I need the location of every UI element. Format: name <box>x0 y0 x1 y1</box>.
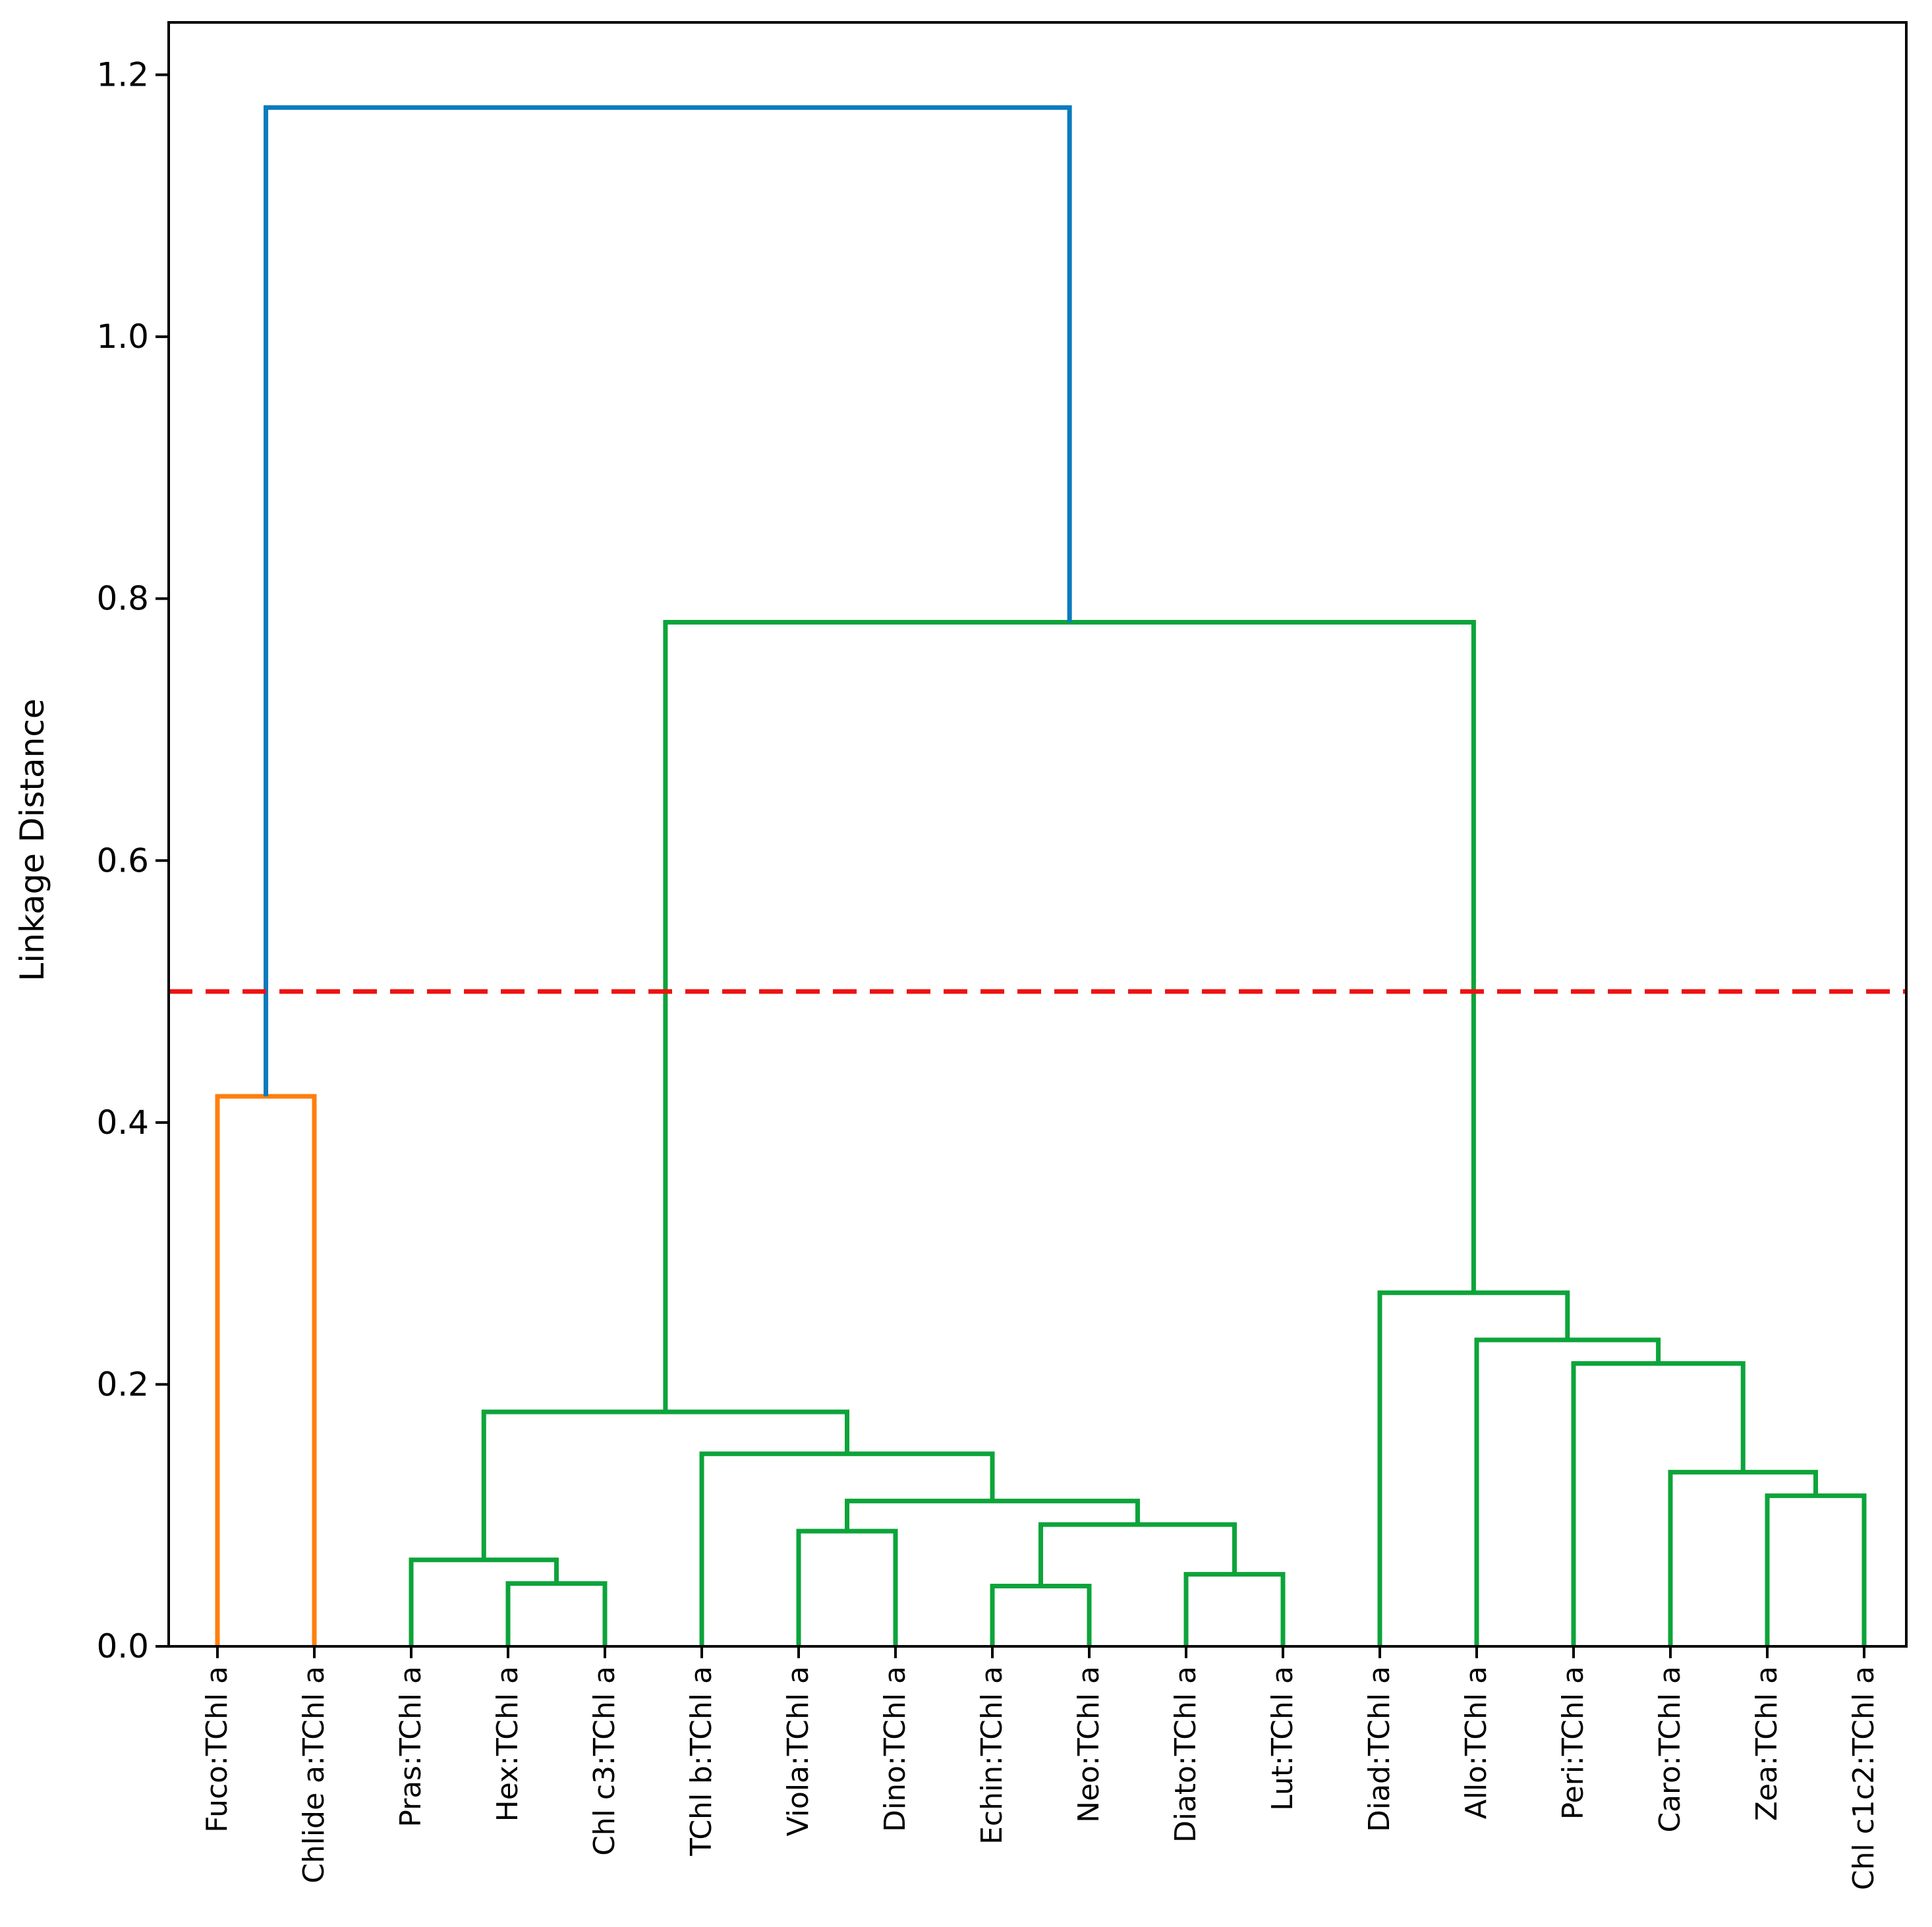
dendrogram-link <box>1668 1470 1818 1646</box>
dendrogram-link <box>481 1409 849 1560</box>
leaf-label: Caro:TChl a <box>1653 1666 1687 1833</box>
leaf-label: Diato:TChl a <box>1169 1666 1203 1843</box>
dendrogram-link <box>409 1557 559 1646</box>
leaf-label: Chl c3:TChl a <box>588 1666 621 1856</box>
y-axis-label: Linkage Distance <box>13 698 51 981</box>
y-tick-label: 1.0 <box>96 318 149 356</box>
leaf-label: Hex:TChl a <box>491 1666 525 1822</box>
leaf-label: Allo:TChl a <box>1460 1666 1493 1819</box>
dendrogram-link <box>264 105 1072 1097</box>
leaf-label: Lut:TChl a <box>1266 1666 1299 1811</box>
y-tick-label: 0.6 <box>96 841 149 880</box>
dendrogram-link <box>1183 1572 1286 1646</box>
leaf-label: Zea:TChl a <box>1750 1666 1784 1821</box>
leaf-label: Pras:TChl a <box>394 1666 428 1828</box>
y-tick-label: 1.2 <box>96 56 149 94</box>
dendrogram-link <box>1377 1290 1570 1646</box>
dendrogram-link <box>1038 1522 1237 1586</box>
leaf-label: Chlide a:TChl a <box>297 1666 331 1884</box>
leaf-label: Echin:TChl a <box>975 1666 1009 1845</box>
x-axis-ticks: Fuco:TChl a Chlide a:TChl a Pras:TChl a Hex… <box>200 1646 1881 1890</box>
dendrogram-links <box>215 105 1867 1646</box>
dendrogram-link <box>990 1584 1092 1646</box>
leaf-label: Fuco:TChl a <box>200 1666 234 1833</box>
leaf-label: Chl c1c2:TChl a <box>1847 1666 1881 1890</box>
plot-frame <box>167 21 1908 1648</box>
leaf-label: TChl b:TChl a <box>685 1666 718 1857</box>
leaf-label: Peri:TChl a <box>1556 1666 1590 1820</box>
dendrogram-link <box>699 1451 995 1646</box>
leaf-label: Diad:TChl a <box>1363 1666 1396 1832</box>
leaf-label: Viola:TChl a <box>781 1666 815 1836</box>
y-tick-label: 0.8 <box>96 580 149 618</box>
y-tick-label: 0.4 <box>96 1103 149 1142</box>
dendrogram-link <box>663 619 1476 1412</box>
y-axis-ticks: 0.0 0.2 0.4 0.6 0.8 1.0 1.2 <box>96 56 169 1665</box>
y-tick-label: 0.2 <box>96 1365 149 1403</box>
y-tick-label: 0.0 <box>96 1627 149 1665</box>
leaf-label: Dino:TChl a <box>878 1666 912 1832</box>
leaf-label: Neo:TChl a <box>1072 1666 1106 1823</box>
